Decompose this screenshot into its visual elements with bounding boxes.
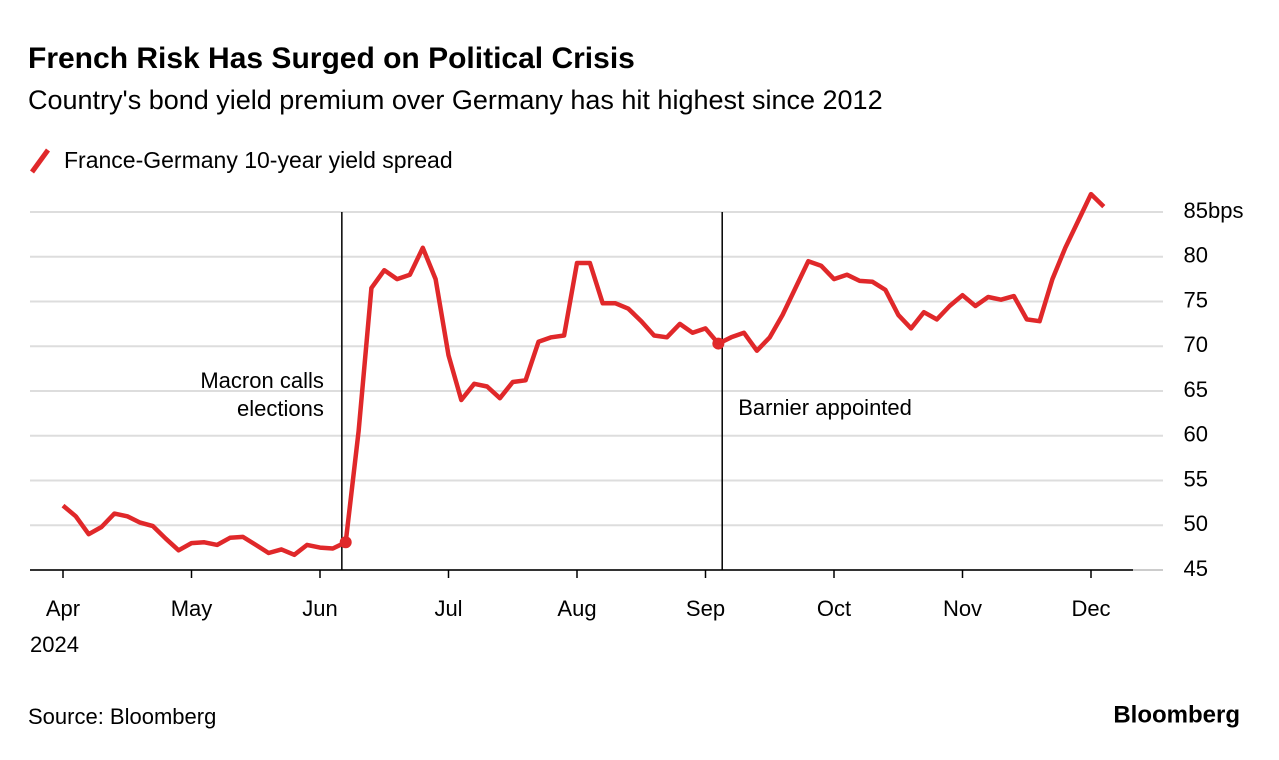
data-line (61, 191, 1106, 558)
event-point (339, 536, 352, 549)
y-tick-label: 50 (1184, 511, 1208, 536)
annotation: Barnier appointed (738, 395, 912, 420)
legend-label: France-Germany 10-year yield spread (64, 147, 453, 173)
y-tick-label: 45 (1184, 556, 1208, 581)
legend-swatch (29, 148, 51, 174)
chart-title: French Risk Has Surged on Political Cris… (28, 42, 635, 75)
y-unit: bps (1208, 198, 1243, 223)
y-tick-label: 60 (1184, 422, 1208, 447)
y-tick-label: 70 (1184, 332, 1208, 357)
brand: Bloomberg (1113, 701, 1240, 728)
x-tick-label: Dec (1071, 596, 1110, 621)
x-tick-label: Jul (434, 596, 462, 621)
x-sublabel: 2024 (30, 632, 79, 657)
y-tick-label: 80 (1184, 243, 1208, 268)
y-tick-label: 65 (1184, 377, 1208, 402)
x-tick-label: Aug (557, 596, 596, 621)
y-tick-label: 75 (1184, 287, 1208, 312)
x-tick-label: Jun (302, 596, 337, 621)
x-tick-label: Sep (686, 596, 725, 621)
x-tick-label: Apr (46, 596, 80, 621)
event-point (712, 337, 725, 350)
x-tick-label: Oct (817, 596, 851, 621)
x-tick-label: Nov (943, 596, 982, 621)
y-tick-label: 55 (1184, 466, 1208, 491)
y-tick-label: 85 (1184, 198, 1208, 223)
x-tick-label: May (171, 596, 213, 621)
annotation: Macron calls elections (200, 368, 323, 421)
source: Source: Bloomberg (28, 704, 216, 729)
chart-subtitle: Country's bond yield premium over German… (28, 85, 883, 115)
